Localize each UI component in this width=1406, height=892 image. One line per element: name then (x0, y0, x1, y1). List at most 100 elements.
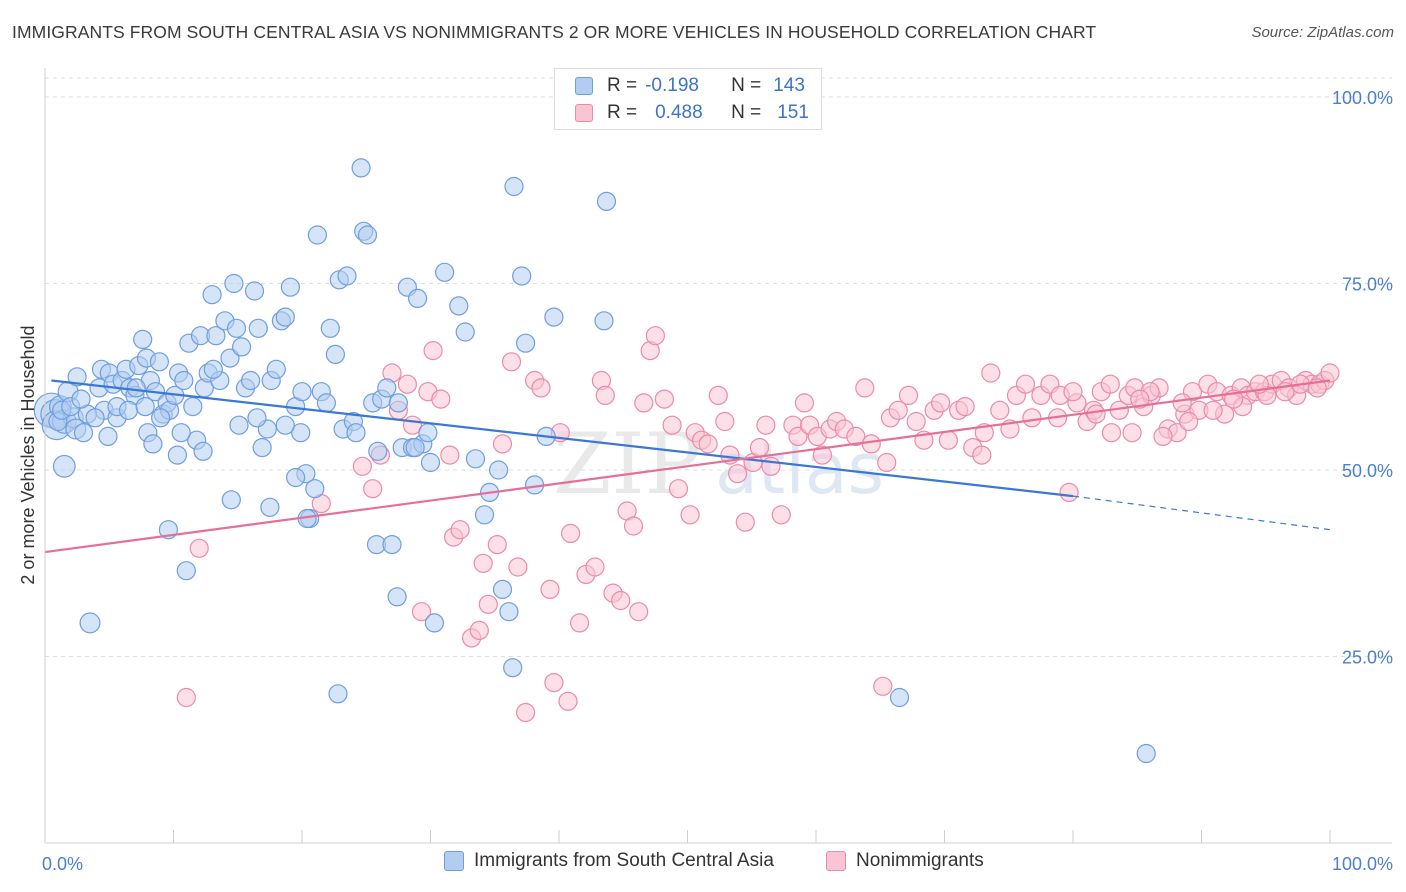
immigrant-point (357, 225, 378, 245)
immigrant-point (307, 225, 327, 245)
immigrant-point (193, 441, 213, 461)
immigrant-point (224, 273, 244, 294)
immigrant-point (292, 382, 312, 402)
immigrant-point (143, 434, 163, 454)
immigrant-point (151, 408, 171, 428)
nonimmigrants-points (176, 326, 1340, 723)
nonimmigrant-point (654, 389, 675, 409)
immigrant-point (291, 423, 311, 443)
nonimmigrant-point (645, 326, 666, 346)
nonimmigrant-point (411, 602, 432, 622)
nonimmigrant-point (544, 672, 564, 693)
immigrant-point (286, 467, 306, 488)
legend-item-immigrants[interactable]: Immigrants from South Central Asia (444, 850, 774, 872)
nonimmigrant-point (1101, 423, 1122, 443)
nonimmigrant-point (898, 385, 919, 405)
immigrant-point (280, 277, 300, 297)
nonimmigrant-point (888, 400, 908, 420)
immigrant-point (133, 329, 153, 349)
n-label: N = (731, 75, 762, 96)
chart-source: Source: ZipAtlas.com (1251, 24, 1394, 41)
immigrant-point (248, 318, 268, 338)
stats-row-immigrants: R = -0.198 N = 143 (575, 73, 805, 99)
immigrant-point (171, 423, 191, 443)
immigrant-point (266, 359, 286, 379)
immigrant-point (71, 389, 91, 409)
legend-label-immigrants: Immigrants from South Central Asia (474, 850, 774, 871)
immigrant-point (499, 602, 519, 622)
nonimmigrant-point (560, 523, 581, 544)
immigrant-point (420, 452, 441, 473)
nonimmigrant-point (492, 434, 513, 454)
pink-swatch (575, 104, 593, 122)
immigrant-point (325, 344, 345, 364)
nonimmigrant-point (1203, 400, 1223, 420)
nonimmigrant-point (473, 553, 493, 573)
nonimmigrant-point (629, 602, 649, 622)
immigrant-point (221, 490, 241, 510)
x-tick-label-min: 0.0% (42, 854, 83, 874)
y-tick-label-25: 25.0% (1342, 648, 1393, 668)
immigrant-point (135, 397, 155, 417)
immigrant-point (174, 370, 194, 391)
immigrants-trend-line (51, 379, 1074, 498)
immigrant-point (337, 266, 357, 286)
legend: Immigrants from South Central Asia Nonim… (0, 850, 1406, 878)
nonimmigrant-point (680, 505, 700, 525)
nonimmigrant-point (569, 613, 590, 633)
nonimmigrant-point (431, 389, 451, 409)
immigrant-point (503, 658, 523, 678)
nonimmigrant-point (846, 426, 866, 446)
immigrant-point (492, 579, 513, 600)
nonimmigrant-point (877, 452, 897, 473)
nonimmigrant-point (794, 393, 815, 413)
immigrant-point (79, 612, 101, 634)
immigrant-point (52, 454, 76, 478)
immigrant-point (167, 445, 187, 465)
legend-item-nonimmigrants[interactable]: Nonimmigrants (826, 850, 984, 872)
immigrant-point (418, 423, 438, 443)
nonimmigrant-point (735, 512, 755, 532)
nonimmigrant-point (972, 445, 992, 465)
immigrants-trend-extension (1072, 495, 1331, 531)
y-axis-label: 2 or more Vehicles in Household (18, 325, 38, 584)
nonimmigrant-point (698, 434, 718, 454)
nonimmigrant-point (708, 385, 728, 405)
immigrant-point (594, 311, 614, 331)
nonimmigrant-point (352, 456, 372, 476)
y-tick-label-75: 75.0% (1342, 275, 1393, 295)
immigrant-point (316, 393, 336, 413)
nonimmigrant-point (501, 352, 522, 372)
immigrant-point (455, 322, 475, 342)
immigrant-point (515, 333, 536, 353)
immigrant-point (149, 352, 169, 372)
nonimmigrant-point (189, 538, 209, 558)
nonimmigrant-point (756, 415, 776, 435)
y-tick-labels: 25.0% 50.0% 75.0% 100.0% (1332, 88, 1393, 668)
nonimmigrant-point (508, 557, 528, 577)
immigrant-point (351, 158, 371, 178)
nonimmigrant-point (1086, 404, 1106, 424)
nonimmigrant-point (515, 702, 536, 723)
immigrants-points (33, 158, 1156, 764)
nonimmigrant-point (540, 579, 560, 600)
immigrant-point (435, 262, 455, 282)
immigrant-point (388, 393, 408, 413)
nonimmigrant-point (761, 456, 781, 476)
immigrant-point (275, 415, 295, 435)
nonimmigrant-point (611, 590, 631, 611)
axes (44, 68, 1392, 844)
immigrant-point (1136, 743, 1156, 764)
immigrant-point (474, 505, 495, 525)
nonimmigrant-point (176, 687, 196, 708)
nonimmigrant-point (487, 534, 507, 555)
r-label: R = (607, 75, 638, 96)
nonimmigrant-point (861, 434, 881, 454)
nonimmigrant-point (585, 557, 605, 577)
immigrant-point (260, 497, 280, 517)
nonimmigrant-point (668, 479, 689, 499)
immigrant-point (368, 441, 388, 461)
immigrant-point (408, 288, 428, 308)
nonimmigrant-point (812, 445, 833, 465)
nonimmigrant-point (855, 378, 875, 398)
